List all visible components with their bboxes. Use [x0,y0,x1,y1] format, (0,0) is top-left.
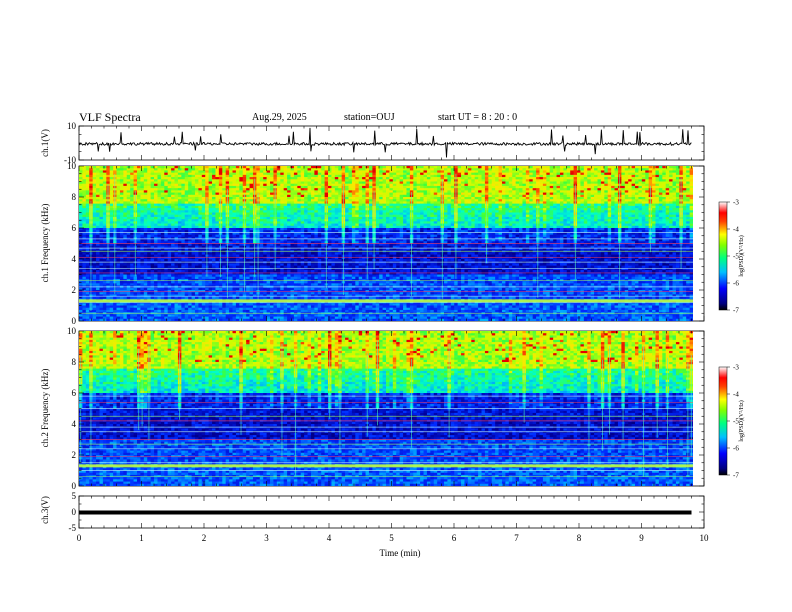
ch3-volt-tick-label: -5 [69,523,77,533]
ch1-freq-tick-label: 0 [72,316,77,326]
ch2-freq-tick-label: 2 [72,450,77,460]
figure-title: VLF Spectra [79,110,141,125]
ch1-waveform-trace [78,127,692,158]
x-tick-label: 5 [389,533,394,543]
colorbar-ch1-tick-label: -5 [733,253,739,261]
ch2-freq-tick-label: 4 [72,419,77,429]
colorbar-ch2-tick-label: -5 [733,418,739,426]
colorbar-ch2-tick-label: -6 [733,445,739,453]
x-tick-label: 10 [700,533,710,543]
colorbar-ch1-label: log(PSD)(V²/Hz) [739,216,745,296]
ch2-spectrogram [79,331,693,486]
colorbar-ch1-tick-label: -7 [733,307,739,315]
ch1-waveform-ylabel: ch.1(V) [40,118,50,168]
axis-ticks [78,125,705,529]
date-label: Aug.29, 2025 [252,112,307,123]
ch1-freq-tick-label: 4 [72,254,77,264]
colorbar-ticks: -3 -4 -5 -6 -7 -3 -4 -5 -6 -7 [727,199,739,480]
ch1-spectrogram [79,166,693,321]
x-tick-label: 2 [202,533,207,543]
ch2-freq-tick-label: 8 [72,357,77,367]
x-tick-label: 7 [514,533,519,543]
x-tick-label: 1 [139,533,144,543]
colorbar-ch2 [718,366,728,476]
ch1-spectrogram-ylabel: ch.1 Frequency (kHz) [40,193,50,293]
x-tick-label: 3 [264,533,269,543]
ch3-volt-tick-label: 5 [72,491,77,501]
colorbar-ch2-label: log(PSD)(V²/Hz) [739,381,745,461]
ch1-volt-tick-label: 10 [67,121,77,131]
ch2-freq-tick-label: 0 [72,481,77,491]
x-axis-title: Time (min) [360,548,440,558]
ch2-spectrogram-ylabel: ch.2 Frequency (kHz) [40,358,50,458]
ch1-freq-tick-label: 6 [72,223,77,233]
x-tick-label: 0 [77,533,82,543]
ch1-freq-tick-label: 10 [67,161,77,171]
ch3-waveform-ylabel: ch.3(V) [40,485,50,535]
colorbar-ch1 [718,201,728,311]
x-tick-label: 6 [452,533,457,543]
ch3-volt-tick-label: 0 [72,507,77,517]
ch2-freq-tick-label: 10 [67,326,77,336]
ch2-freq-tick-label: 6 [72,388,77,398]
x-tick-label: 4 [327,533,332,543]
ch1-freq-tick-label: 2 [72,285,77,295]
colorbar-ch2-tick-label: -7 [733,472,739,480]
ch1-volt-tick-label: -10 [64,155,76,165]
colorbar-ch2-tick-label: -3 [733,364,739,372]
x-tick-label: 8 [577,533,582,543]
colorbar-ch1-tick-label: -3 [733,199,739,207]
colorbar-ch1-tick-label: -4 [733,226,739,234]
start-time-label: start UT = 8 : 20 : 0 [438,112,517,123]
colorbar-ch1-tick-label: -6 [733,280,739,288]
ch1-freq-tick-label: 8 [72,192,77,202]
station-label: station=OUJ [344,112,395,123]
colorbar-ch2-tick-label: -4 [733,391,739,399]
x-tick-label: 9 [639,533,644,543]
